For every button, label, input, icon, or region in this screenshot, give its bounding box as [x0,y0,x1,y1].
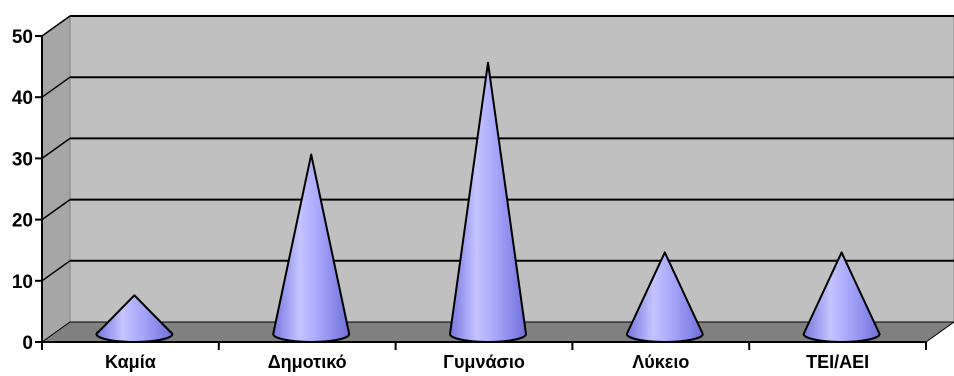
y-tick-label: 20 [12,211,33,232]
y-tick-label: 50 [12,27,33,48]
gridline-diagonal [41,198,71,221]
plot-area: 0 10 20 30 40 50 Καμία Δημοτικό Γυμνάσιο Λύκειο ΤΕ… [12,15,954,372]
x-category-label: Γυμνάσιο [443,352,525,372]
cone-bar-5 [802,251,881,343]
gridline-diagonal [41,76,71,98]
gridline-diagonal [41,15,71,37]
cone-bar-3 [449,61,527,343]
x-category-label: ΤΕΙ/ΑΕΙ [806,352,869,372]
side-wall [41,15,71,343]
cone-bar-1 [95,294,174,343]
y-tick-label: 30 [12,149,33,170]
cone-bar-2 [272,153,351,343]
y-tick-label: 40 [12,88,33,109]
x-category-label: Δημοτικό [268,352,347,372]
cone-bar-4 [625,251,704,343]
y-tick-label: 10 [12,272,33,293]
y-tick-label: 0 [22,333,33,354]
gridline-diagonal [41,137,71,160]
x-category-label: Καμία [105,352,156,372]
x-category-label: Λύκειο [632,352,689,372]
gridline-diagonal [41,260,71,282]
